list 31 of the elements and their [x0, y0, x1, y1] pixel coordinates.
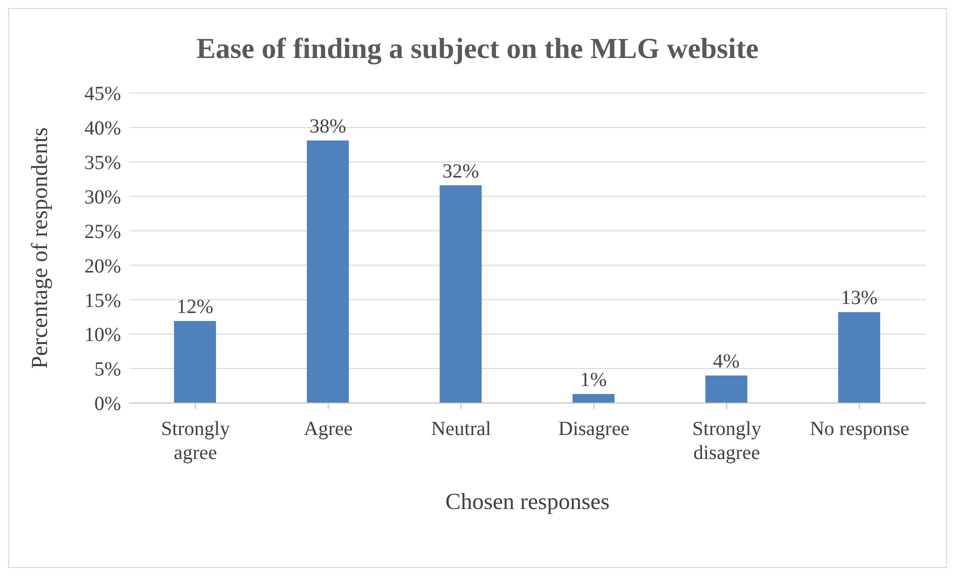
bar — [174, 321, 216, 403]
x-tick-label: Strongly agree — [160, 418, 230, 464]
bar — [306, 140, 349, 403]
y-axis-title: Percentage of respondents — [27, 127, 52, 369]
data-label: 32% — [442, 160, 480, 182]
bar — [705, 375, 748, 403]
data-label: 13% — [840, 287, 878, 310]
data-label: 12% — [176, 296, 214, 318]
data-label: 38% — [309, 116, 346, 138]
y-tick-label: 30% — [84, 186, 121, 208]
data-label: 1% — [580, 369, 607, 392]
data-label: 4% — [712, 350, 740, 372]
x-tick-label: Agree — [304, 418, 353, 440]
y-tick-label: 25% — [84, 220, 121, 243]
y-tick-label: 10% — [84, 324, 121, 346]
y-tick-label: 5% — [94, 358, 121, 381]
bar — [572, 394, 614, 403]
bar — [440, 185, 482, 403]
y-tick-label: 15% — [84, 290, 121, 312]
y-tick-label: 40% — [84, 118, 121, 140]
x-tick-label: No response — [810, 418, 910, 440]
chart-title: Ease of finding a subject on the MLG website — [195, 32, 760, 67]
x-tick-label: Disagree — [558, 418, 630, 440]
x-tick-label: Strongly disagree — [692, 418, 762, 464]
y-tick-label: 35% — [84, 152, 121, 174]
x-tick-label: Neutral — [431, 418, 492, 440]
x-axis-title: Chosen responses — [445, 489, 610, 514]
bar — [838, 312, 880, 403]
y-tick-label: 0% — [94, 393, 121, 416]
y-tick-label: 20% — [84, 255, 121, 278]
y-tick-label: 45% — [84, 83, 121, 106]
